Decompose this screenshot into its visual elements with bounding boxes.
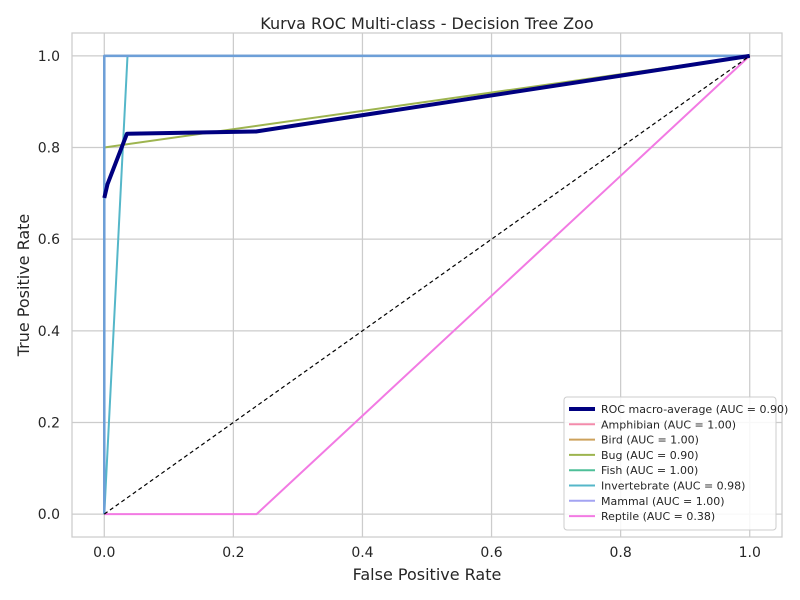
y-axis-label: True Positive Rate	[14, 214, 33, 358]
y-tick-label: 0.0	[38, 507, 60, 523]
x-tick-label: 0.6	[480, 545, 502, 561]
legend-label: Invertebrate (AUC = 0.98)	[601, 480, 745, 493]
legend-box	[563, 396, 777, 531]
x-tick-label: 0.2	[222, 545, 244, 561]
plot-frame	[71, 32, 783, 538]
x-axis-label: False Positive Rate	[353, 565, 502, 584]
x-tick-label: 0.0	[93, 545, 115, 561]
legend-label: Mammal (AUC = 1.00)	[601, 495, 725, 508]
legend: ROC macro-average (AUC = 0.90) Amphibian …	[563, 396, 788, 531]
x-tick-labels: 0.0 0.2 0.4 0.6 0.8 1.0	[93, 545, 761, 561]
y-tick-label: 0.4	[38, 324, 60, 340]
y-tick-label: 0.6	[38, 232, 60, 248]
y-tick-labels: 0.0 0.2 0.4 0.6 0.8 1.0	[38, 49, 60, 523]
legend-label: Bug (AUC = 0.90)	[601, 449, 699, 462]
series-layer	[102, 53, 751, 516]
chart-title: Kurva ROC Multi-class - Decision Tree Zo…	[260, 14, 593, 33]
roc-series-line	[102, 53, 751, 199]
x-tick-label: 0.4	[351, 545, 373, 561]
roc-series-line	[103, 54, 750, 515]
legend-label: Amphibian (AUC = 1.00)	[601, 418, 736, 431]
legend-label: ROC macro-average (AUC = 0.90)	[601, 403, 788, 416]
roc-series-line	[104, 55, 751, 516]
x-tick-label: 1.0	[739, 545, 761, 561]
legend-label: Fish (AUC = 1.00)	[601, 464, 698, 477]
y-tick-label: 1.0	[38, 49, 60, 65]
y-tick-label: 0.2	[38, 415, 60, 431]
legend-label: Reptile (AUC = 0.38)	[601, 510, 715, 523]
y-tick-label: 0.8	[38, 141, 60, 157]
chance-diagonal-line	[103, 55, 751, 515]
x-tick-label: 0.8	[610, 545, 632, 561]
legend-label: Bird (AUC = 1.00)	[601, 434, 699, 447]
